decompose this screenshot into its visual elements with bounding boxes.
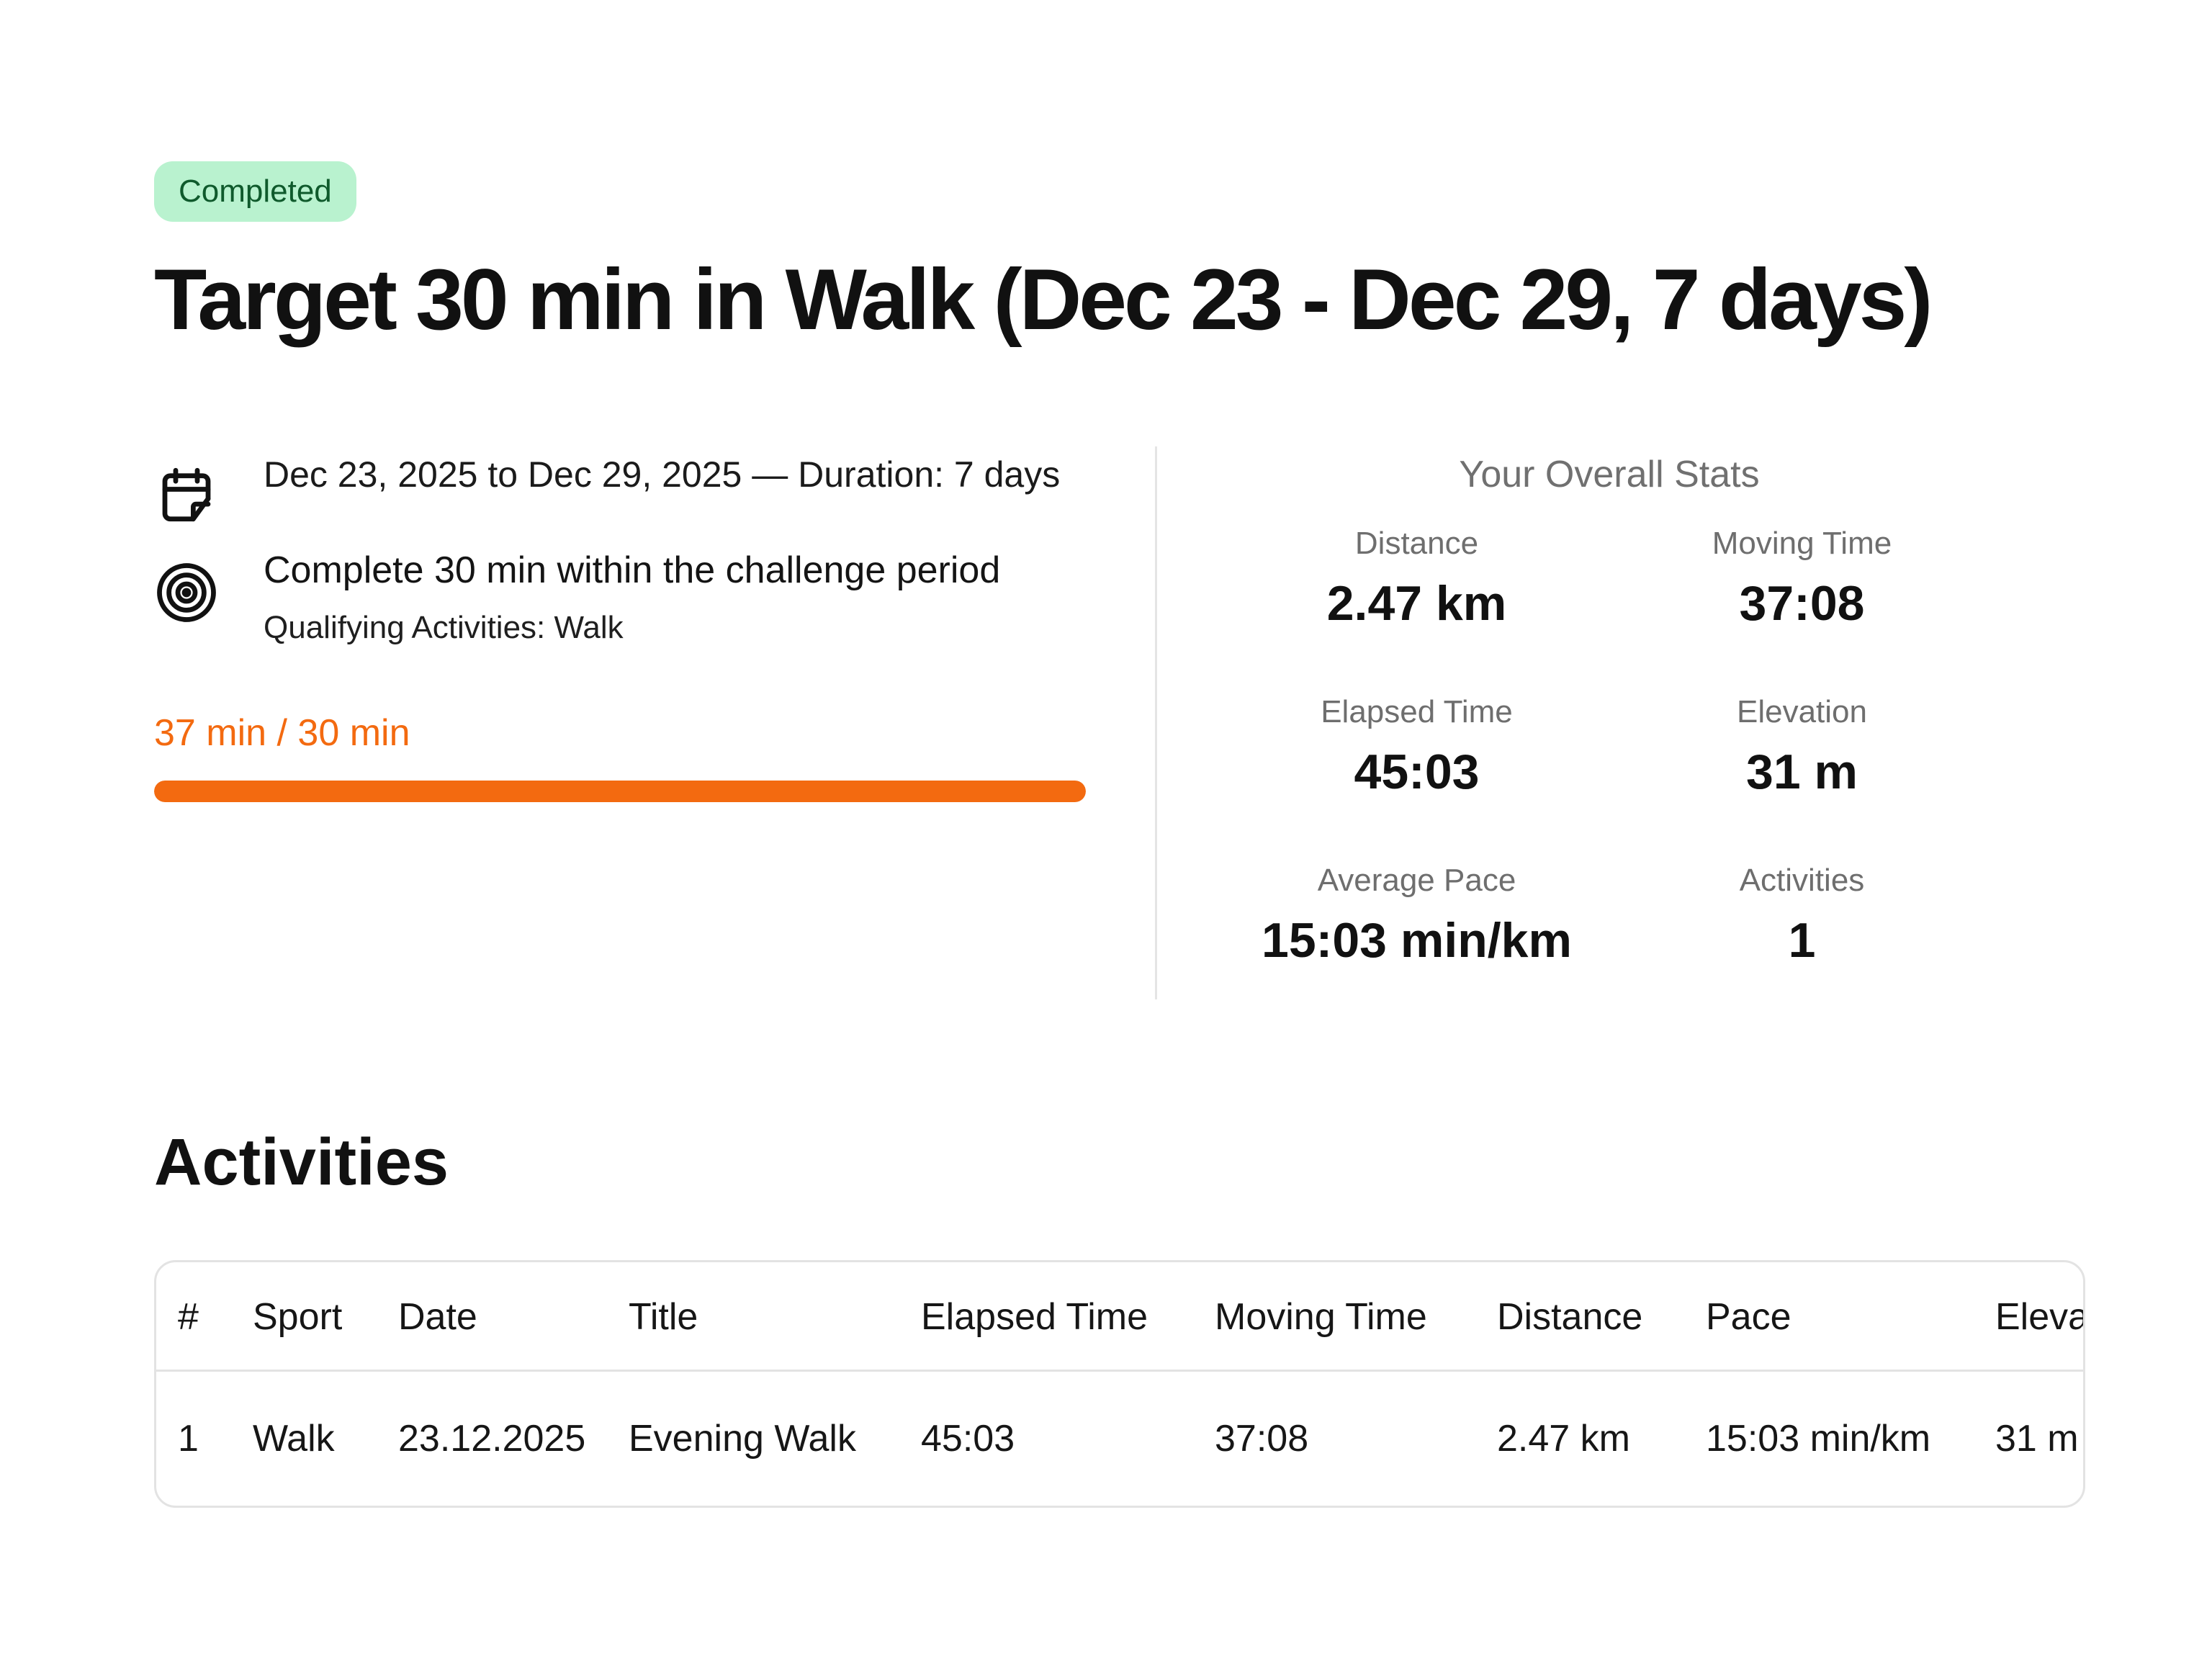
stat-label: Moving Time — [1712, 526, 1892, 561]
cell-elapsed-time: 45:03 — [921, 1418, 1015, 1460]
target-icon — [157, 563, 216, 622]
stat-moving-time: Moving Time 37:08 — [1609, 521, 1995, 690]
column-header-date[interactable]: Date — [398, 1296, 477, 1339]
stat-value: 15:03 min/km — [1262, 913, 1572, 968]
cell-elevation: 31 m — [1995, 1418, 2079, 1460]
table-row[interactable]: 1 Walk 23.12.2025 Evening Walk 45:03 37:… — [156, 1372, 2083, 1506]
column-header-elapsed-time[interactable]: Elapsed Time — [921, 1296, 1148, 1339]
progress-bar — [154, 781, 1086, 802]
stat-value: 45:03 — [1354, 745, 1480, 799]
goal-description: Complete 30 min within the challenge per… — [264, 549, 1001, 591]
cell-sport: Walk — [253, 1418, 335, 1460]
progress-label: 37 min / 30 min — [154, 712, 410, 754]
page-title: Target 30 min in Walk (Dec 23 - Dec 29, … — [154, 251, 1933, 348]
column-header-title[interactable]: Title — [629, 1296, 698, 1339]
challenge-page: Completed Target 30 min in Walk (Dec 23 … — [154, 161, 2090, 1509]
stats-title: Your Overall Stats — [1459, 454, 1760, 495]
activities-heading: Activities — [154, 1125, 449, 1199]
column-header-sport[interactable]: Sport — [253, 1296, 343, 1339]
stat-elevation: Elevation 31 m — [1609, 690, 1995, 858]
cell-pace: 15:03 min/km — [1706, 1418, 1931, 1460]
stat-elapsed-time: Elapsed Time 45:03 — [1224, 690, 1609, 858]
cell-moving-time: 37:08 — [1215, 1418, 1309, 1460]
challenge-details: Dec 23, 2025 to Dec 29, 2025 — Duration:… — [154, 446, 1086, 802]
cell-date: 23.12.2025 — [398, 1418, 586, 1460]
activities-table[interactable]: # Sport Date Title Elapsed Time Moving T… — [154, 1260, 2085, 1509]
stat-distance: Distance 2.47 km — [1224, 521, 1609, 690]
stat-label: Elevation — [1736, 694, 1867, 729]
stat-value: 31 m — [1746, 745, 1858, 799]
column-header-elevation[interactable]: Eleva — [1995, 1296, 2085, 1339]
vertical-divider — [1155, 446, 1157, 999]
qualifying-activities: Qualifying Activities: Walk — [264, 610, 624, 645]
column-header-pace[interactable]: Pace — [1706, 1296, 1791, 1339]
progress-bar-fill — [154, 781, 1086, 802]
stat-label: Average Pace — [1317, 863, 1516, 898]
date-range-text: Dec 23, 2025 to Dec 29, 2025 — Duration:… — [264, 454, 1061, 495]
stat-label: Elapsed Time — [1321, 694, 1513, 729]
stat-activities: Activities 1 — [1609, 858, 1995, 1027]
challenge-overview: Dec 23, 2025 to Dec 29, 2025 — Duration:… — [154, 446, 2090, 1001]
stat-average-pace: Average Pace 15:03 min/km — [1224, 858, 1609, 1027]
stat-value: 37:08 — [1739, 576, 1865, 631]
stat-value: 2.47 km — [1326, 576, 1507, 631]
stat-value: 1 — [1788, 913, 1816, 968]
table-header-row: # Sport Date Title Elapsed Time Moving T… — [156, 1262, 2083, 1372]
cell-number: 1 — [178, 1418, 199, 1460]
stat-label: Activities — [1739, 863, 1865, 898]
date-range-row: Dec 23, 2025 to Dec 29, 2025 — Duration:… — [154, 446, 1086, 522]
calendar-icon — [162, 467, 211, 522]
cell-title[interactable]: Evening Walk — [629, 1418, 856, 1460]
column-header-moving-time[interactable]: Moving Time — [1215, 1296, 1427, 1339]
overall-stats: Your Overall Stats Distance 2.47 km Movi… — [1224, 446, 1995, 1027]
cell-distance: 2.47 km — [1497, 1418, 1630, 1460]
column-header-number[interactable]: # — [178, 1296, 199, 1339]
status-badge: Completed — [154, 161, 356, 222]
stat-label: Distance — [1354, 526, 1479, 561]
stats-grid: Distance 2.47 km Moving Time 37:08 Elaps… — [1224, 521, 1995, 1027]
goal-row: Complete 30 min within the challenge per… — [154, 544, 1086, 654]
column-header-distance[interactable]: Distance — [1497, 1296, 1643, 1339]
